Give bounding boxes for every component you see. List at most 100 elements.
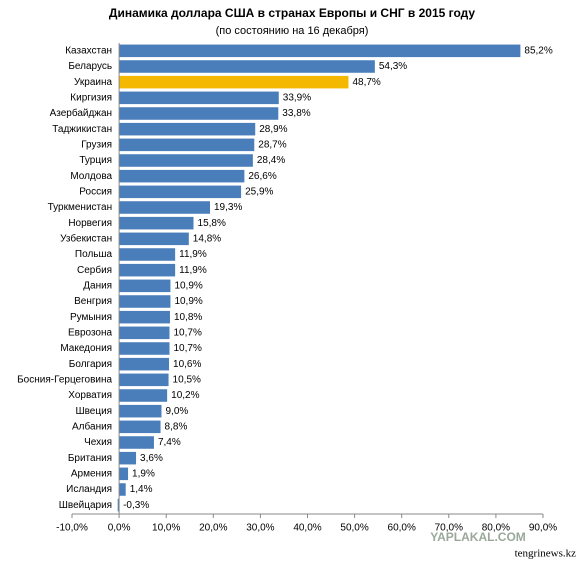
- bar: [119, 91, 279, 105]
- bar: [119, 263, 176, 277]
- y-tick-label: Беларусь: [68, 61, 112, 72]
- value-label: 25,9%: [245, 186, 273, 197]
- bar: [119, 436, 154, 449]
- bar: [119, 232, 189, 246]
- bar: [119, 451, 137, 465]
- y-tick-label: Хорватия: [68, 390, 112, 401]
- bar: [119, 389, 168, 402]
- value-label: 10,7%: [173, 343, 201, 354]
- bar: [119, 60, 375, 73]
- y-tick-label: Грузия: [81, 139, 112, 150]
- y-tick-label: Албания: [72, 420, 112, 432]
- y-tick-label: Россия: [79, 186, 112, 197]
- x-tick-label: 30,0%: [246, 523, 274, 534]
- value-label: 10,9%: [174, 280, 202, 291]
- value-label: 9,0%: [165, 406, 188, 417]
- y-tick-label: Болгария: [69, 359, 112, 370]
- value-label: 28,7%: [258, 139, 286, 150]
- value-label: 10,5%: [173, 374, 201, 385]
- bar: [117, 498, 120, 512]
- y-tick-label: Молдова: [70, 171, 112, 182]
- bar: [119, 154, 253, 167]
- bar: [119, 185, 242, 199]
- value-label: 10,9%: [174, 296, 202, 307]
- value-label: 15,8%: [198, 218, 226, 229]
- bar: [119, 342, 170, 355]
- value-label: 19,3%: [214, 202, 242, 213]
- y-tick-label: Македония: [60, 343, 112, 354]
- y-tick-label: Казахстан: [65, 45, 112, 56]
- watermark: YAPLAKAL.COM: [430, 530, 526, 544]
- value-label: 1,9%: [132, 468, 155, 479]
- value-label: 10,8%: [174, 312, 202, 323]
- bar: [119, 138, 255, 152]
- x-tick-label: 0,0%: [108, 523, 131, 534]
- value-label: 3,6%: [140, 453, 163, 464]
- chart-subtitle: (по состоянию на 16 декабря): [216, 25, 369, 37]
- x-tick-label: 10,0%: [152, 523, 180, 534]
- value-label: 33,9%: [283, 92, 311, 103]
- value-label: 11,9%: [179, 265, 207, 276]
- value-label: 10,7%: [173, 327, 201, 338]
- x-tick-label: 40,0%: [293, 523, 321, 534]
- bar: [119, 483, 126, 496]
- x-tick-label: 80,0%: [482, 523, 510, 534]
- value-label: 28,9%: [259, 124, 287, 135]
- y-tick-label: Азербайджан: [50, 107, 113, 119]
- bar: [119, 216, 194, 230]
- value-label: 11,9%: [179, 249, 207, 260]
- x-tick-label: 50,0%: [340, 523, 368, 534]
- bar: [119, 357, 170, 371]
- y-tick-label: Босния-Герцеговина: [17, 374, 112, 385]
- bar: [119, 169, 245, 183]
- x-tick-label: -10,0%: [56, 523, 88, 534]
- bar: [119, 44, 521, 58]
- bar: [119, 326, 170, 340]
- value-label: 14,8%: [193, 233, 221, 244]
- bar: [119, 75, 349, 89]
- y-tick-label: Норвегия: [68, 218, 112, 229]
- y-tick-label: Британия: [68, 453, 112, 464]
- x-tick-label: 70,0%: [435, 523, 463, 534]
- y-tick-label: Узбекистан: [60, 232, 112, 244]
- y-tick-label: Сербия: [77, 264, 112, 276]
- y-tick-label: Швейцария: [59, 500, 112, 511]
- y-tick-label: Исландия: [66, 484, 112, 495]
- bar: [119, 467, 129, 481]
- y-tick-label: Армения: [71, 468, 112, 479]
- x-tick-label: 20,0%: [199, 523, 227, 534]
- y-tick-label: Румыния: [70, 312, 112, 323]
- y-tick-label: Венгрия: [74, 296, 112, 307]
- bar: [119, 420, 161, 434]
- bar: [119, 201, 211, 214]
- value-label: 10,2%: [171, 390, 199, 401]
- bar: [119, 404, 162, 418]
- bar: [119, 373, 169, 387]
- value-label: 8,8%: [165, 421, 188, 432]
- value-label: 28,4%: [257, 155, 285, 166]
- bar: [119, 107, 279, 120]
- y-tick-label: Швеция: [75, 406, 112, 417]
- y-tick-label: Чехия: [84, 437, 112, 448]
- x-tick-label: 60,0%: [388, 523, 416, 534]
- value-label: 48,7%: [352, 77, 380, 88]
- value-label: 26,6%: [248, 171, 276, 182]
- value-label: -0,3%: [123, 500, 149, 511]
- y-tick-label: Таджикистан: [52, 124, 112, 135]
- bar: [119, 248, 176, 261]
- value-label: 7,4%: [158, 437, 181, 448]
- y-tick-label: Туркменистан: [48, 202, 112, 213]
- y-tick-label: Дания: [83, 280, 112, 291]
- value-label: 54,3%: [379, 61, 407, 72]
- bar: [119, 295, 171, 308]
- source: tengrinews.kz: [515, 548, 577, 560]
- chart-title: Динамика доллара США в странах Европы и …: [109, 6, 476, 20]
- value-label: 33,8%: [282, 108, 310, 119]
- value-label: 10,6%: [173, 359, 201, 370]
- y-tick-label: Киргизия: [70, 92, 112, 103]
- bar: [119, 122, 256, 136]
- y-tick-label: Украина: [74, 77, 113, 88]
- value-label: 85,2%: [524, 45, 552, 56]
- y-tick-label: Еврозона: [68, 327, 113, 338]
